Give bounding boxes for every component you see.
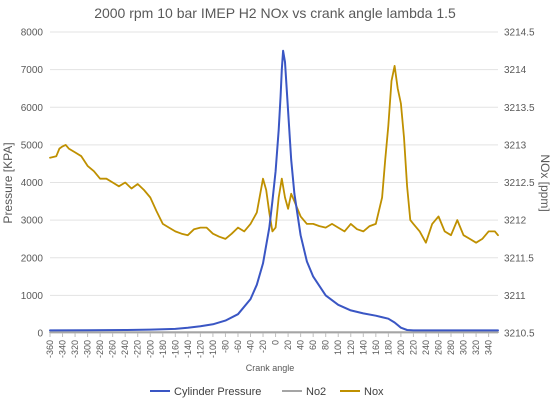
- chart-title: 2000 rpm 10 bar IMEP H2 NOx vs crank ang…: [94, 5, 456, 21]
- x-tick-label: -200: [145, 340, 155, 358]
- x-tick-label: 280: [446, 340, 456, 355]
- y-right-tick-label: 3210.5: [504, 329, 535, 340]
- y-left-tick-label: 5000: [21, 140, 44, 151]
- x-tick-label: -340: [58, 340, 68, 358]
- y-right-tick-label: 3213.5: [504, 103, 535, 114]
- legend-label: Nox: [364, 386, 384, 398]
- x-tick-label: -60: [233, 340, 243, 353]
- y-left-tick-label: 8000: [21, 28, 44, 39]
- legend-label: No2: [306, 386, 326, 398]
- x-tick-label: -80: [220, 340, 230, 353]
- x-tick-label: 100: [333, 340, 343, 355]
- x-tick-label: -140: [183, 340, 193, 358]
- x-tick-label: -20: [258, 340, 268, 353]
- x-tick-label: 60: [308, 340, 318, 350]
- y-right-tick-label: 3213: [504, 140, 527, 151]
- y-axis-right: 3210.5 3211 3211.5 3212 3212.5 3213 3213.5 3214…: [504, 28, 535, 340]
- x-tick-label: 40: [296, 340, 306, 350]
- x-tick-label: -100: [208, 340, 218, 358]
- x-tick-label: -180: [158, 340, 168, 358]
- x-tick-label: 160: [371, 340, 381, 355]
- series-line-cylinder-pressure: [49, 49, 499, 332]
- y-right-tick-label: 3212.5: [504, 178, 535, 189]
- y-right-tick-label: 3214.5: [504, 28, 535, 39]
- x-tick-label: 140: [358, 340, 368, 355]
- x-tick-label: 180: [383, 340, 393, 355]
- y-right-tick-label: 3214: [504, 65, 527, 76]
- y-left-tick-label: 0: [37, 329, 43, 340]
- series-line-nox: [49, 65, 499, 244]
- x-axis: -360 -340 -320 -300 -280 -260 -240 -220 -200 -180…: [45, 333, 494, 358]
- x-tick-label: -300: [83, 340, 93, 358]
- x-axis-title: Crank angle: [246, 363, 295, 373]
- x-tick-label: 340: [484, 340, 494, 355]
- x-tick-label: -40: [246, 340, 256, 353]
- legend: Cylinder Pressure No2 Nox: [150, 386, 384, 398]
- x-tick-label: -360: [45, 340, 55, 358]
- y-left-tick-label: 4000: [21, 178, 44, 189]
- y-left-tick-label: 7000: [21, 65, 44, 76]
- x-tick-label: 120: [346, 340, 356, 355]
- y-left-tick-label: 1000: [21, 291, 44, 302]
- x-tick-label: -220: [133, 340, 143, 358]
- x-tick-label: 220: [408, 340, 418, 355]
- x-tick-label: 260: [433, 340, 443, 355]
- x-tick-label: 240: [421, 340, 431, 355]
- legend-label: Cylinder Pressure: [174, 386, 261, 398]
- y-left-tick-label: 6000: [21, 103, 44, 114]
- y-left-tick-label: 2000: [21, 253, 44, 264]
- series-layer: [49, 49, 499, 334]
- y-left-tick-label: 3000: [21, 216, 44, 227]
- x-tick-label: -240: [120, 340, 130, 358]
- x-tick-label: -160: [170, 340, 180, 358]
- x-tick-label: 20: [283, 340, 293, 350]
- x-tick-label: -260: [108, 340, 118, 358]
- y-right-tick-label: 3212: [504, 216, 527, 227]
- y-axis-left: 0 1000 2000 3000 4000 5000 6000 7000 8000: [21, 28, 44, 340]
- y-axis-left-title: Pressure [KPA]: [1, 142, 15, 223]
- x-tick-label: 320: [471, 340, 481, 355]
- x-tick-label: 200: [396, 340, 406, 355]
- y-right-tick-label: 3211.5: [504, 253, 534, 264]
- x-tick-label: 80: [321, 340, 331, 350]
- x-tick-label: 300: [459, 340, 469, 355]
- y-axis-right-title: NOx [ppm]: [538, 154, 550, 211]
- x-tick-label: -120: [195, 340, 205, 358]
- y-right-tick-label: 3211: [504, 291, 526, 302]
- x-tick-label: 0: [271, 340, 281, 345]
- x-tick-label: -320: [70, 340, 80, 358]
- x-tick-label: -280: [95, 340, 105, 358]
